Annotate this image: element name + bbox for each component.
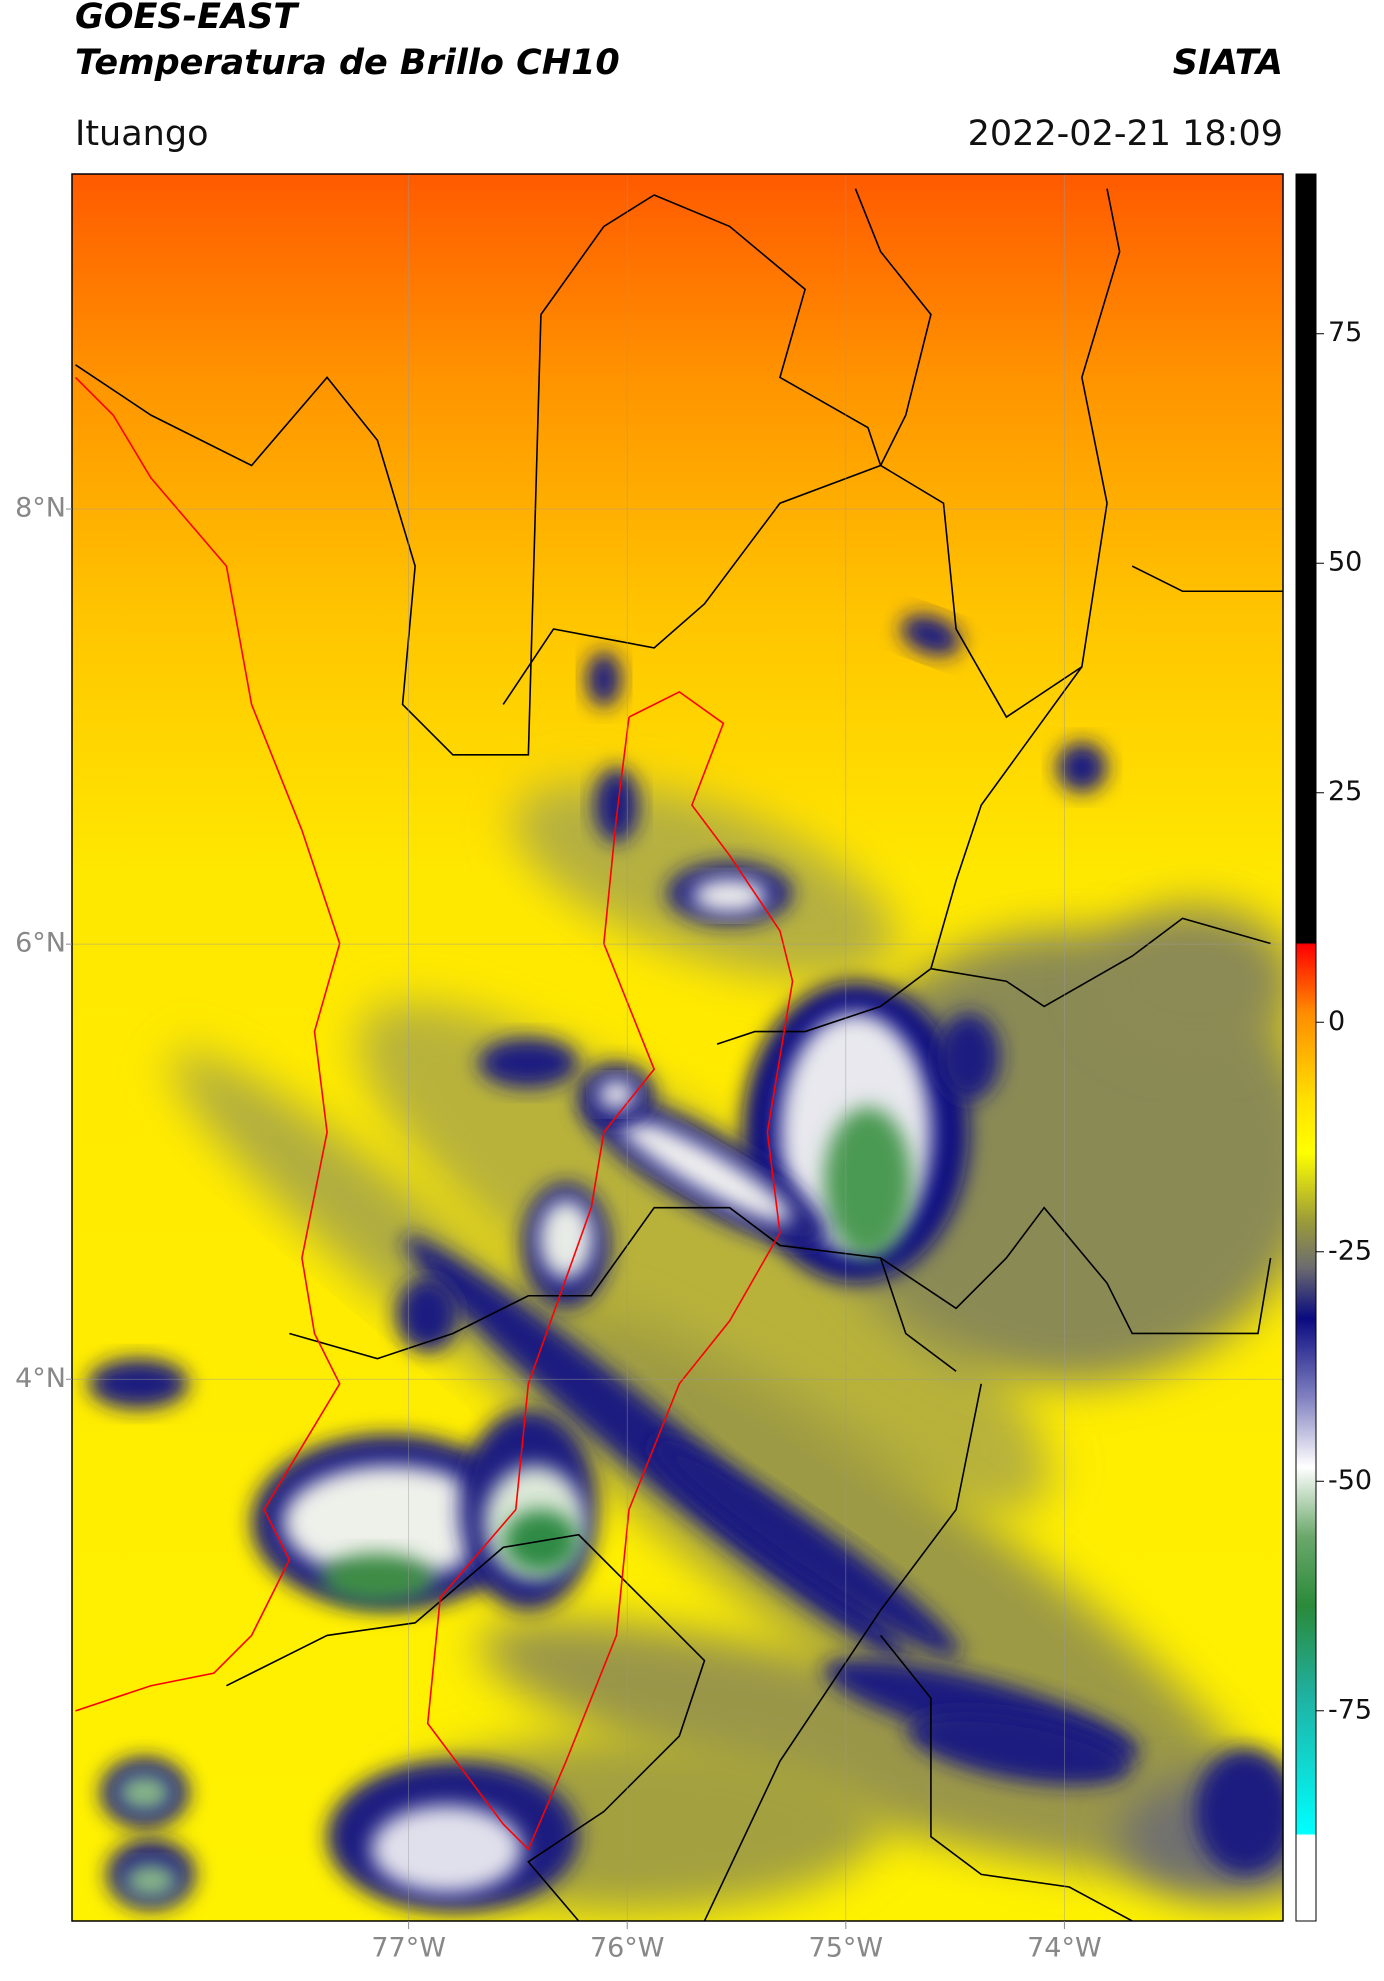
colorbar-tick-label: -75 [1328,1694,1372,1725]
map-frame [71,173,1284,1922]
cloud [538,1198,594,1280]
y-tick-label: 4°N [15,1363,66,1394]
source: SIATA [1173,43,1283,83]
border [75,314,542,756]
timestamp: 2022-02-21 18:09 [968,114,1283,154]
cloud [123,1863,179,1899]
colorbar-tick-label: 25 [1328,776,1362,807]
border [502,194,882,705]
border [854,188,932,466]
location: Ituango [75,114,209,154]
border [880,1206,1272,1335]
cloud [396,1276,460,1353]
grid [72,174,1283,1921]
colorbar-tick-label: -25 [1328,1235,1372,1266]
cloud [823,1107,913,1258]
cloud [88,1358,189,1409]
title: GOES-EAST [75,0,300,37]
region-border [426,690,794,1851]
cloud [478,1037,579,1089]
cloud [593,767,640,843]
colorbar-tick-label: 0 [1328,1006,1345,1037]
subtitle: Temperatura de Brillo CH10 [75,43,620,83]
cloud [1056,742,1108,793]
border [930,917,1271,1008]
x-tick-label: 77°W [371,1933,446,1964]
cloud [691,878,768,914]
cloud [616,1116,793,1224]
cloud [649,1437,961,1658]
cloud [1195,1748,1283,1875]
border [703,1383,983,1921]
border [716,666,1083,1045]
x-tick-label: 74°W [1027,1933,1102,1964]
cloud [1094,905,1283,1057]
borders [74,188,1283,1921]
border [879,1634,1133,1921]
region-border [74,376,341,1712]
x-tick-label: 75°W [809,1933,884,1964]
cloud [358,1002,1051,1514]
x-tick-label: 76°W [590,1933,665,1964]
border [226,1533,706,1921]
border [1131,565,1283,593]
cloud [937,1012,1001,1101]
cloud [116,1773,173,1812]
cloud [597,1079,636,1110]
cloud [900,614,962,657]
cloud [586,651,622,707]
cloud [320,1553,435,1604]
cloud [479,1618,1283,1879]
colorbar-tick-label: -50 [1328,1465,1372,1496]
y-tick-label: 6°N [15,928,66,959]
cloud [907,1711,1131,1786]
colorbar [1295,173,1317,1922]
map [72,174,1283,1921]
colorbar-tick-label: 75 [1328,317,1362,348]
cloud-layer [88,614,1283,1913]
colorbar-tick-label: 50 [1328,547,1362,578]
border [289,1206,957,1372]
y-tick-label: 8°N [15,493,66,524]
cloud [283,1465,497,1579]
